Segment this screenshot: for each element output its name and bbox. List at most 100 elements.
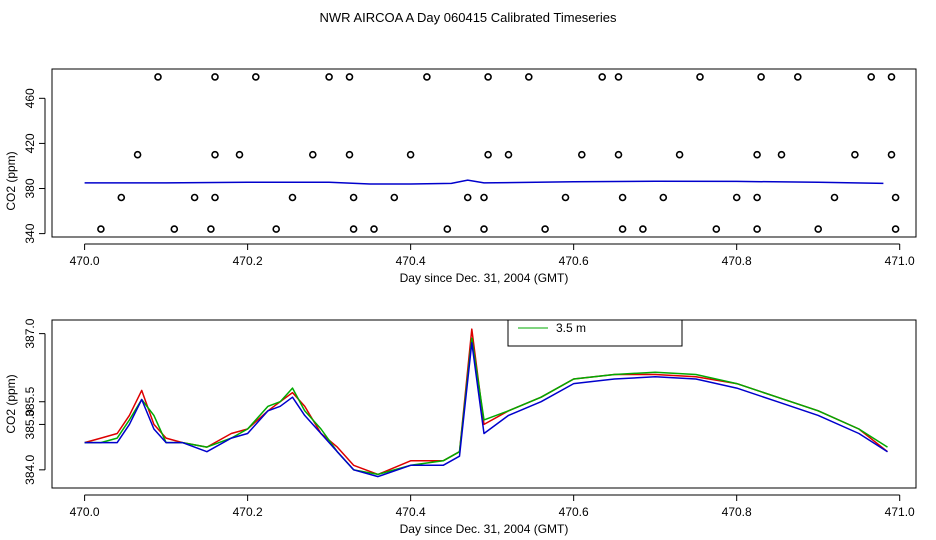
data-point	[484, 150, 492, 159]
series-line	[84, 341, 888, 478]
data-point	[830, 193, 839, 202]
data-point	[252, 73, 260, 81]
data-point	[614, 73, 623, 81]
legend-label: 3.5 m	[556, 321, 586, 335]
x-tick-label: 470.8	[722, 254, 752, 268]
y-tick-label: 380	[23, 178, 37, 198]
data-point	[133, 150, 142, 159]
data-point	[732, 193, 741, 202]
data-point	[480, 225, 488, 233]
data-point	[753, 225, 761, 233]
data-point	[851, 150, 859, 159]
data-point	[618, 225, 627, 233]
data-point	[170, 225, 179, 233]
series-line	[84, 328, 888, 476]
x-tick-label: 470.0	[70, 254, 100, 268]
y-tick-label: 340	[23, 223, 37, 243]
data-point	[117, 193, 126, 202]
data-point	[753, 193, 761, 202]
x-tick-label: 470.6	[559, 254, 589, 268]
data-point	[696, 73, 704, 81]
y-tick-label: 385.5	[23, 386, 37, 416]
x-tick-label: 471.0	[885, 254, 915, 268]
data-point	[211, 150, 219, 159]
data-point	[423, 73, 431, 81]
data-point	[349, 193, 358, 202]
data-point	[345, 73, 354, 81]
x-tick-label: 470.2	[233, 254, 263, 268]
data-point	[777, 150, 786, 159]
data-point	[712, 225, 721, 233]
x-tick-label: 470.6	[559, 505, 589, 519]
data-point	[97, 225, 105, 233]
data-point	[235, 150, 244, 159]
x-tick-label: 470.8	[722, 505, 752, 519]
legend: 3.5 m	[507, 319, 683, 347]
plot-frame	[51, 319, 917, 489]
y-tick-label: 385.0	[23, 409, 37, 439]
x-tick-label: 470.4	[396, 505, 426, 519]
data-point	[345, 150, 354, 159]
data-point	[639, 225, 647, 233]
data-point	[504, 150, 513, 159]
data-point	[190, 193, 199, 202]
data-point	[675, 150, 684, 159]
data-point	[887, 73, 896, 81]
y-tick-label: 384.0	[23, 454, 37, 484]
data-point	[325, 73, 333, 81]
data-point	[524, 73, 533, 81]
y-tick-label: 387.0	[23, 318, 37, 348]
data-point	[484, 73, 492, 81]
legend-box	[507, 319, 683, 347]
data-point	[480, 193, 488, 202]
data-point	[659, 193, 668, 202]
data-point	[577, 150, 586, 159]
data-point	[406, 150, 415, 159]
series-line	[84, 179, 884, 185]
data-point	[753, 150, 761, 159]
data-point	[614, 150, 623, 159]
data-point	[887, 150, 896, 159]
data-point	[793, 73, 802, 81]
data-point	[463, 193, 472, 202]
data-point	[288, 193, 297, 202]
scatter-panel: 470.0 470.2 470.4 470.6 470.8 471.0 340 380 420…	[4, 68, 917, 285]
data-point	[443, 225, 452, 233]
data-point	[370, 225, 378, 233]
data-point	[211, 193, 219, 202]
data-point	[814, 225, 823, 233]
data-point	[891, 193, 900, 202]
data-point	[349, 225, 358, 233]
data-point	[154, 73, 162, 81]
plot-frame	[51, 68, 917, 238]
x-axis-label: Day since Dec. 31, 2004 (GMT)	[400, 522, 569, 536]
data-point	[207, 225, 215, 233]
line-panel: 470.0 470.2 470.4 470.6 470.8 471.0 384.0 385.…	[4, 318, 917, 536]
line-marks	[84, 328, 888, 478]
data-point	[757, 73, 765, 81]
data-point	[891, 225, 900, 233]
series-line	[84, 337, 888, 476]
x-tick-label: 470.0	[70, 505, 100, 519]
y-axis-label: CO2 (ppm)	[4, 151, 18, 210]
y-tick-label: 460	[23, 88, 37, 108]
data-point	[598, 73, 607, 81]
y-axis-label: CO2 (ppm)	[4, 374, 18, 433]
data-point	[541, 225, 549, 233]
x-tick-label: 470.2	[233, 505, 263, 519]
figure-title: NWR AIRCOA A Day 060415 Calibrated Times…	[319, 10, 617, 25]
data-point	[867, 73, 876, 81]
data-point	[211, 73, 219, 81]
data-point	[272, 225, 281, 233]
x-axis-label: Day since Dec. 31, 2004 (GMT)	[400, 271, 569, 285]
data-point	[618, 193, 627, 202]
x-tick-label: 470.4	[396, 254, 426, 268]
data-point	[561, 193, 570, 202]
y-tick-label: 420	[23, 133, 37, 153]
data-point	[308, 150, 317, 159]
scatter-marks	[84, 73, 900, 233]
x-tick-label: 471.0	[885, 505, 915, 519]
y-axis: 340 380 420 460	[23, 88, 46, 244]
